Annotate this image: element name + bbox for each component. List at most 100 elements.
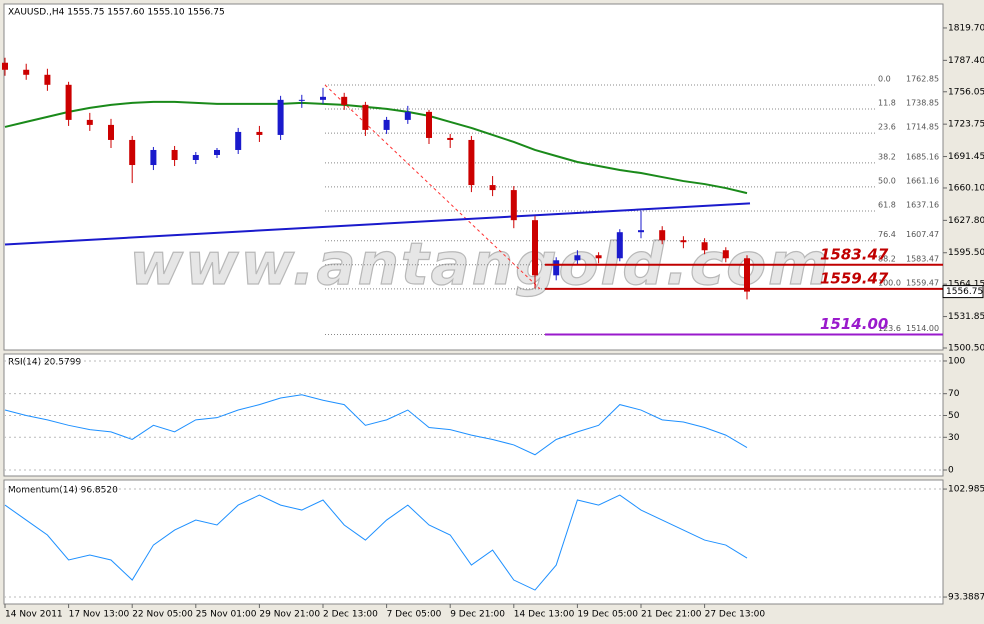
fib-price: 1738.85 bbox=[906, 99, 939, 108]
fib-price: 1685.16 bbox=[906, 152, 939, 161]
y-tick-label: 100 bbox=[948, 356, 965, 366]
y-tick-label: 30 bbox=[948, 433, 960, 443]
x-tick-label: 27 Dec 13:00 bbox=[705, 610, 766, 620]
level-label: 1559.47 bbox=[820, 269, 889, 287]
candle-body bbox=[574, 255, 581, 261]
x-tick-label: 14 Dec 13:00 bbox=[514, 610, 575, 620]
candle-body bbox=[256, 131, 263, 135]
y-tick-label: 0 bbox=[948, 466, 954, 476]
candle-body bbox=[701, 242, 708, 251]
candle-body bbox=[150, 149, 157, 166]
candle-body bbox=[404, 111, 411, 120]
rsi-title: RSI(14) 20.5799 bbox=[8, 358, 81, 368]
x-tick-label: 9 Dec 21:00 bbox=[450, 610, 505, 620]
y-tick-label: 1756.05 bbox=[948, 87, 984, 97]
candle-body bbox=[341, 96, 348, 105]
fib-price: 1637.16 bbox=[906, 200, 939, 209]
candle-body bbox=[108, 124, 114, 140]
candle-body bbox=[468, 139, 475, 186]
fib-ratio: 100.0 bbox=[878, 278, 901, 287]
candle-body bbox=[44, 74, 51, 85]
momentum-panel bbox=[3, 479, 944, 605]
candle-body bbox=[680, 240, 687, 243]
x-tick-label: 21 Dec 21:00 bbox=[641, 610, 702, 620]
fib-ratio: 88.2 bbox=[878, 254, 896, 263]
candle-body bbox=[447, 137, 454, 140]
y-tick-label: 1819.70 bbox=[948, 23, 984, 33]
last-price-label: 1556.75 bbox=[946, 287, 983, 297]
candle-body bbox=[298, 99, 305, 101]
candle-body bbox=[532, 220, 538, 276]
candle-body bbox=[129, 139, 136, 166]
y-tick-label: 1627.80 bbox=[948, 216, 984, 226]
last-price-box bbox=[942, 285, 984, 299]
y-tick-label: 102.9851 bbox=[948, 485, 984, 495]
level-label: 1514.00 bbox=[820, 315, 888, 333]
x-tick-label: 2 Dec 13:00 bbox=[323, 610, 378, 620]
fib-ratio: 0.0 bbox=[878, 74, 891, 83]
fib-ratio: 11.8 bbox=[878, 99, 896, 108]
candle-body bbox=[192, 154, 199, 161]
y-tick-label: 93.3887 bbox=[948, 593, 984, 603]
x-tick-label: 7 Dec 05:00 bbox=[387, 610, 442, 620]
candle-body bbox=[616, 232, 623, 259]
fib-ratio: 61.8 bbox=[878, 200, 896, 209]
fib-price: 1607.47 bbox=[906, 230, 939, 239]
chart-title: XAUUSD.,H4 1555.75 1557.60 1555.10 1556.… bbox=[8, 8, 225, 18]
candle-body bbox=[235, 131, 242, 150]
y-tick-label: 1787.40 bbox=[948, 56, 984, 66]
fib-price: 1714.85 bbox=[906, 123, 939, 132]
fib-price: 1559.47 bbox=[906, 278, 939, 287]
candle-body bbox=[553, 260, 560, 276]
fib-price: 1661.16 bbox=[906, 176, 939, 185]
candle-body bbox=[320, 96, 326, 100]
level-label: 1583.47 bbox=[820, 245, 889, 263]
indicator-line bbox=[4, 394, 748, 456]
x-tick-label: 22 Nov 05:00 bbox=[132, 610, 193, 620]
fib-ratio: 23.6 bbox=[878, 123, 896, 132]
x-tick-label: 19 Dec 05:00 bbox=[577, 610, 638, 620]
x-tick-label: 17 Nov 13:00 bbox=[69, 610, 130, 620]
candle-body bbox=[595, 255, 602, 259]
candle-body bbox=[86, 119, 93, 125]
fib-price: 1583.47 bbox=[906, 254, 939, 263]
candle-body bbox=[383, 119, 390, 130]
fib-ratio: 38.2 bbox=[878, 152, 896, 161]
watermark: www.antangold.com bbox=[129, 230, 830, 298]
fib-ratio: 50.0 bbox=[878, 176, 896, 185]
fib-ratio: 76.4 bbox=[878, 230, 896, 239]
y-tick-label: 1564.15 bbox=[948, 280, 984, 290]
candle-body bbox=[362, 104, 369, 130]
candle-body bbox=[722, 250, 729, 259]
candle-body bbox=[2, 62, 8, 70]
x-tick-label: 29 Nov 21:00 bbox=[259, 610, 320, 620]
candle-body bbox=[171, 149, 178, 161]
candle-body bbox=[23, 69, 30, 75]
y-tick-label: 1595.50 bbox=[948, 248, 984, 258]
y-tick-label: 1723.75 bbox=[948, 120, 984, 130]
y-tick-label: 1660.10 bbox=[948, 183, 984, 193]
candle-body bbox=[638, 230, 644, 233]
candle-body bbox=[510, 190, 517, 221]
candle-body bbox=[277, 99, 284, 135]
y-tick-label: 1531.85 bbox=[948, 312, 984, 322]
y-tick-label: 1500.50 bbox=[948, 343, 984, 353]
x-tick-label: 25 Nov 01:00 bbox=[196, 610, 257, 620]
candle-body bbox=[659, 230, 666, 241]
candle-body bbox=[489, 185, 496, 191]
fib-anchor bbox=[324, 84, 541, 290]
fib-price: 1762.85 bbox=[906, 74, 939, 83]
candle-body bbox=[744, 258, 750, 292]
fib-ratio: 123.6 bbox=[878, 324, 901, 333]
y-tick-label: 50 bbox=[948, 411, 960, 421]
x-tick-label: 14 Nov 2011 bbox=[5, 610, 63, 620]
y-tick-label: 1691.45 bbox=[948, 152, 984, 162]
trendline bbox=[4, 202, 751, 246]
fib-price: 1514.00 bbox=[906, 324, 939, 333]
candle-body bbox=[426, 111, 432, 138]
indicator-line bbox=[4, 494, 748, 591]
y-tick-label: 70 bbox=[948, 389, 960, 399]
candle-body bbox=[65, 84, 72, 120]
candle-body bbox=[214, 149, 220, 155]
